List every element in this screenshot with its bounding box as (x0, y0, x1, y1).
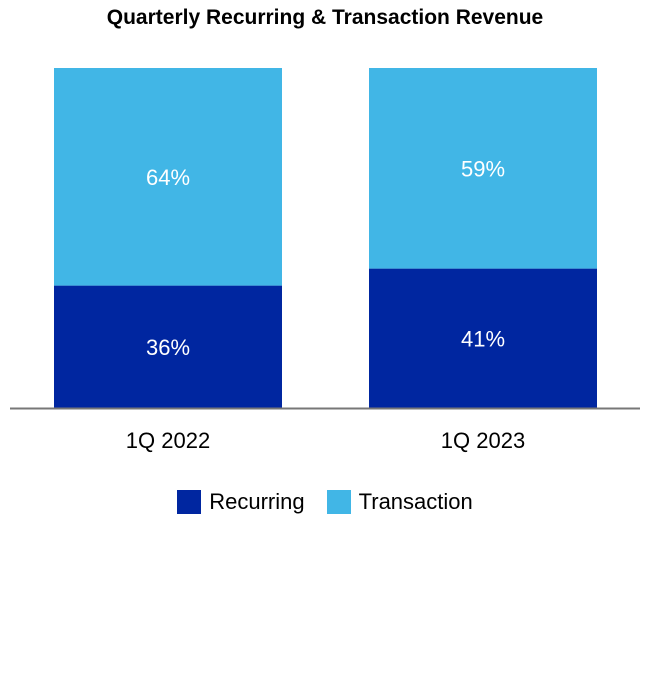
data-label: 41% (461, 326, 505, 351)
data-label: 59% (461, 156, 505, 181)
legend: Recurring Transaction (0, 489, 650, 515)
bar-segment-transaction (54, 68, 282, 286)
legend-item: Recurring (177, 489, 305, 515)
bar-segment-recurring (54, 285, 282, 408)
data-label: 36% (146, 335, 190, 360)
data-label: 64% (146, 165, 190, 190)
legend-swatch (326, 490, 351, 514)
legend-label: Transaction (358, 489, 473, 514)
legend-item: Transaction (326, 489, 473, 515)
x-tick-label: 1Q 2023 (441, 428, 525, 453)
legend-label: Recurring (209, 489, 305, 514)
x-tick-label: 1Q 2022 (126, 428, 210, 453)
bar-segment-transaction (369, 68, 597, 269)
bar-segment-recurring (369, 268, 597, 408)
legend-swatch (177, 490, 202, 514)
chart-title: Quarterly Recurring & Transaction Revenu… (106, 6, 544, 29)
